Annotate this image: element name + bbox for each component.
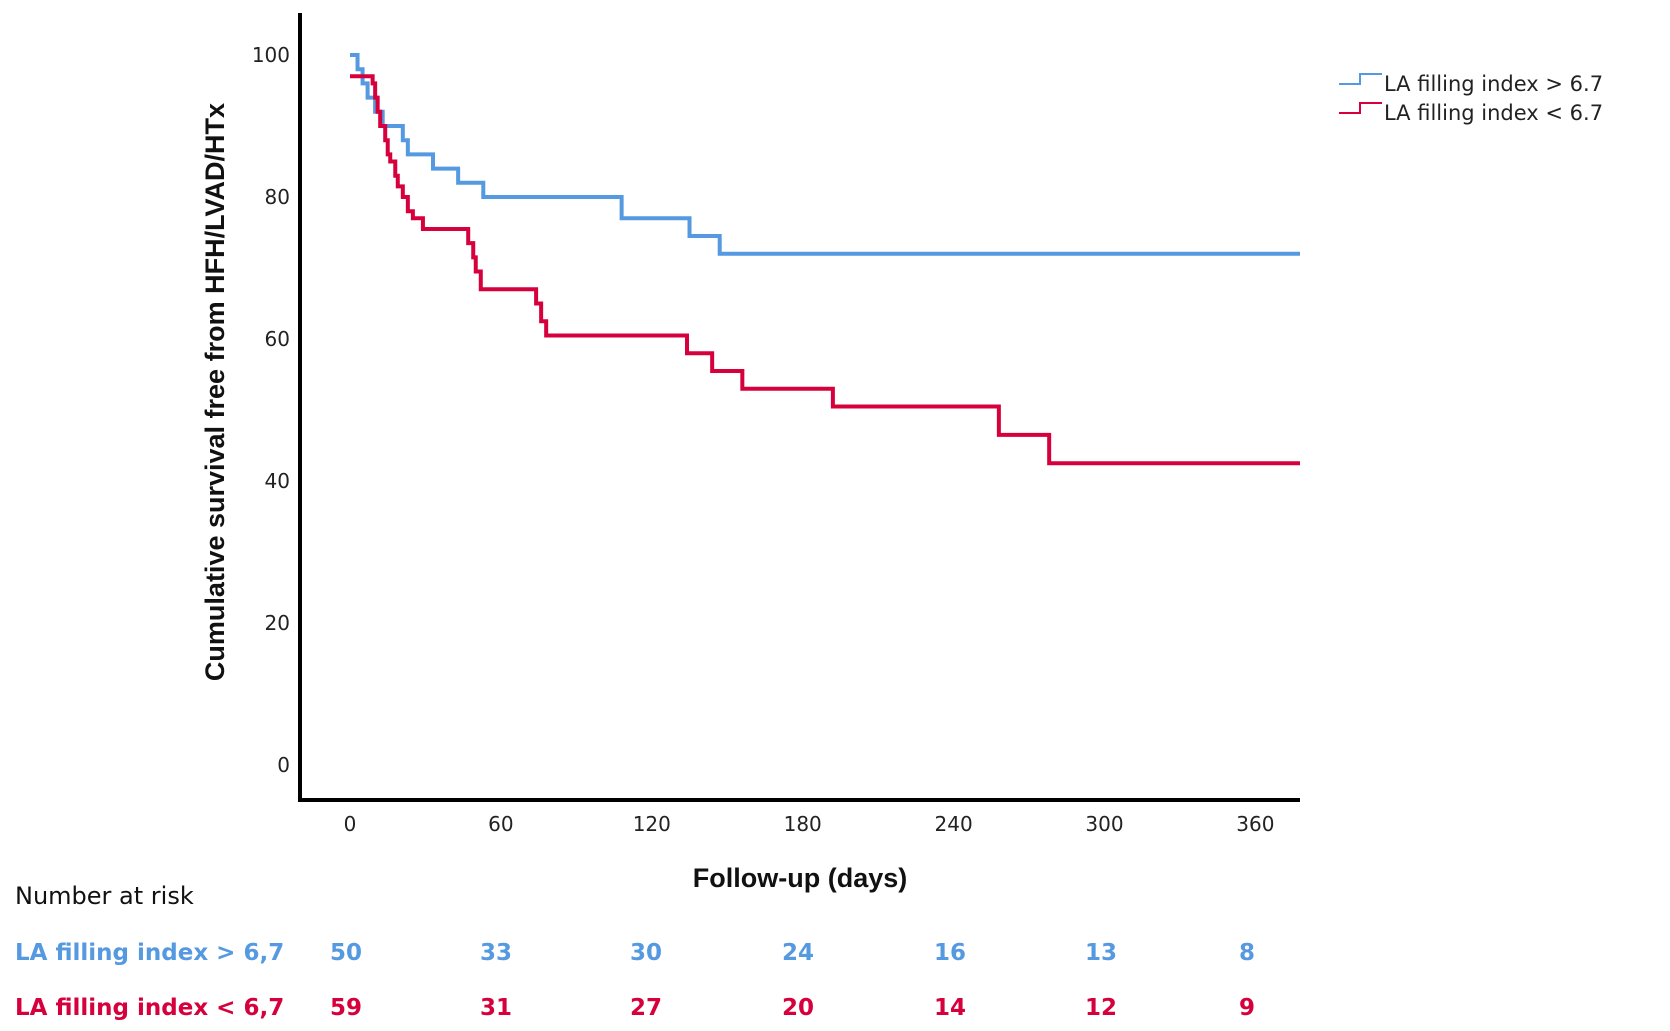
risk-count: 27 — [630, 995, 662, 1021]
legend: LA filling index > 6.7 LA filling index <… — [1339, 72, 1603, 125]
risk-count: 33 — [480, 940, 512, 966]
risk-count: 8 — [1239, 940, 1255, 966]
risk-count: 16 — [934, 940, 966, 966]
risk-row-label: LA filling index > 6,7 — [15, 940, 284, 966]
x-tick-label: 180 — [784, 812, 822, 836]
x-axis-ticks: 0 60 120 180 240 300 360 — [344, 812, 1275, 836]
y-tick-label: 100 — [252, 43, 290, 67]
legend-label: LA filling index < 6.7 — [1384, 101, 1603, 125]
x-tick-label: 300 — [1085, 812, 1123, 836]
risk-count: 13 — [1085, 940, 1117, 966]
risk-row-label: LA filling index < 6,7 — [15, 995, 284, 1021]
x-tick-label: 240 — [935, 812, 973, 836]
x-axis-title: Follow-up (days) — [693, 863, 907, 893]
risk-count: 14 — [934, 995, 966, 1021]
risk-count: 20 — [782, 995, 814, 1021]
risk-count: 31 — [480, 995, 512, 1021]
risk-count: 30 — [630, 940, 662, 966]
y-tick-label: 0 — [277, 753, 290, 777]
y-tick-label: 60 — [265, 327, 290, 351]
y-tick-label: 20 — [265, 611, 290, 635]
x-tick-label: 60 — [488, 812, 513, 836]
x-tick-label: 360 — [1236, 812, 1274, 836]
risk-count: 50 — [330, 940, 362, 966]
risk-count: 24 — [782, 940, 814, 966]
y-axis-ticks: 0 20 40 60 80 100 — [252, 43, 290, 777]
risk-table-title: Number at risk — [15, 882, 194, 910]
survival-curves — [350, 53, 1300, 466]
legend-label: LA filling index > 6.7 — [1384, 72, 1603, 96]
y-tick-label: 40 — [265, 469, 290, 493]
y-tick-label: 80 — [265, 185, 290, 209]
legend-swatch — [1339, 73, 1382, 85]
risk-table: LA filling index > 6,7 50 33 30 24 16 13 8 LA fi… — [15, 940, 1255, 1021]
risk-count: 9 — [1239, 995, 1255, 1021]
y-axis-title: Cumulative survival free from HFH/LVAD/H… — [200, 103, 230, 681]
x-tick-label: 120 — [633, 812, 671, 836]
survival-curve-high-index — [350, 53, 1300, 256]
legend-swatch — [1339, 102, 1382, 114]
risk-count: 12 — [1085, 995, 1117, 1021]
x-tick-label: 0 — [344, 812, 357, 836]
survival-curve-low-index — [350, 74, 1300, 466]
risk-count: 59 — [330, 995, 362, 1021]
